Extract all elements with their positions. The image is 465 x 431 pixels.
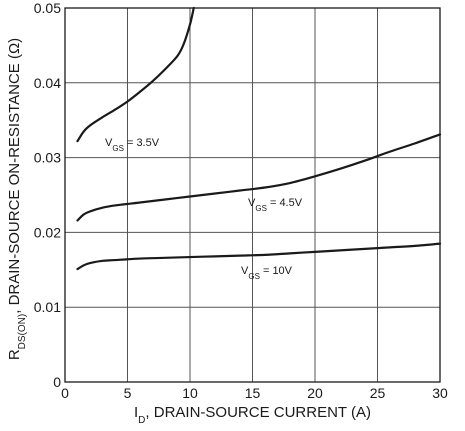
x-tick-label: 0 — [61, 385, 69, 401]
series-line-vgs-3-5v — [76, 6, 195, 143]
series-line-vgs-10v — [76, 242, 442, 271]
y-axis-title: RDS(ON), DRAIN-SOURCE ON-RESISTANCE (Ω) — [6, 38, 28, 360]
x-tick-label: 15 — [245, 385, 261, 401]
tick-labels: 0 5 10 15 20 25 30 0 0.01 0.02 0.03 0.04 0.05 — [34, 0, 448, 401]
grid — [65, 8, 440, 382]
series-lines — [76, 6, 442, 271]
x-tick-label: 5 — [124, 385, 132, 401]
plot-frame — [64, 7, 441, 383]
x-axis-title-sub: D — [138, 415, 145, 426]
y-tick-label: 0.05 — [34, 0, 61, 16]
series-line-vgs-4-5v — [76, 133, 442, 222]
y-axis-title-main: R — [6, 349, 23, 360]
x-axis-title: ID, DRAIN-SOURCE CURRENT (A) — [134, 404, 371, 426]
x-tick-label: 20 — [307, 385, 323, 401]
x-tick-label: 10 — [182, 385, 198, 401]
series-label-vgs-10v: VGS = 10V — [241, 265, 293, 281]
series-labels: VGS = 3.5V VGS = 4.5V VGS = 10V — [105, 137, 303, 281]
y-axis-title-sub: DS(ON) — [17, 314, 28, 350]
y-tick-label: 0.03 — [34, 150, 61, 166]
y-axis-title-rest: , DRAIN-SOURCE ON-RESISTANCE (Ω) — [6, 38, 23, 314]
y-tick-label: 0.04 — [34, 75, 61, 91]
series-label-vgs-3-5v: VGS = 3.5V — [105, 137, 160, 153]
x-axis-title-rest: , DRAIN-SOURCE CURRENT (A) — [145, 404, 371, 421]
y-tick-label: 0 — [53, 374, 61, 390]
x-tick-label: 25 — [370, 385, 386, 401]
series-label-vgs-4-5v: VGS = 4.5V — [248, 197, 303, 213]
y-tick-label: 0.01 — [34, 299, 61, 315]
x-axis-title-main: I — [134, 404, 138, 421]
y-tick-label: 0.02 — [34, 224, 61, 240]
x-tick-label: 30 — [432, 385, 448, 401]
